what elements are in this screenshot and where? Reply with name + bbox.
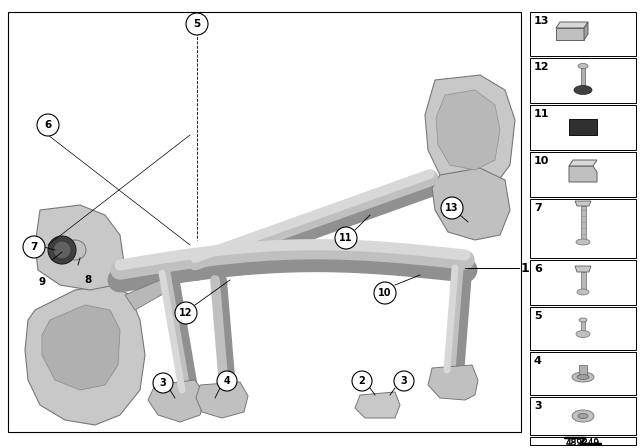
- Text: 2: 2: [358, 376, 365, 386]
- Text: 1: 1: [521, 262, 530, 275]
- Polygon shape: [355, 392, 400, 418]
- Bar: [530, 105, 636, 150]
- Text: 12: 12: [179, 308, 193, 318]
- Circle shape: [186, 13, 208, 35]
- Polygon shape: [556, 22, 588, 28]
- Polygon shape: [25, 285, 145, 425]
- Polygon shape: [148, 380, 205, 422]
- Bar: [8, 12, 521, 432]
- Polygon shape: [556, 28, 584, 40]
- Text: 7: 7: [534, 203, 541, 213]
- Polygon shape: [428, 365, 478, 400]
- Text: 9: 9: [38, 277, 45, 287]
- Polygon shape: [584, 22, 588, 40]
- Ellipse shape: [64, 240, 86, 260]
- Circle shape: [37, 114, 59, 136]
- Text: 4: 4: [534, 356, 542, 366]
- Text: 11: 11: [339, 233, 353, 243]
- Text: 13: 13: [445, 203, 459, 213]
- Ellipse shape: [579, 318, 587, 322]
- Polygon shape: [125, 280, 170, 310]
- Bar: [580, 206, 586, 242]
- Polygon shape: [436, 90, 500, 170]
- Ellipse shape: [572, 410, 594, 422]
- Bar: [530, 352, 636, 395]
- Bar: [530, 58, 636, 103]
- Bar: [530, 199, 636, 258]
- Bar: [581, 320, 585, 334]
- Text: 7: 7: [30, 242, 38, 252]
- Bar: [580, 272, 586, 292]
- Text: 13: 13: [534, 16, 549, 26]
- Text: 5: 5: [534, 311, 541, 321]
- Ellipse shape: [578, 414, 588, 418]
- Circle shape: [335, 227, 357, 249]
- Circle shape: [441, 197, 463, 219]
- Text: 489249: 489249: [566, 439, 600, 448]
- Text: 8: 8: [84, 275, 92, 285]
- Text: 3: 3: [534, 401, 541, 411]
- Ellipse shape: [576, 239, 590, 245]
- Bar: [530, 152, 636, 197]
- Circle shape: [352, 371, 372, 391]
- Text: 12: 12: [534, 62, 550, 72]
- Text: 4: 4: [223, 376, 230, 386]
- Polygon shape: [569, 166, 597, 182]
- Ellipse shape: [577, 289, 589, 295]
- Bar: [581, 66, 585, 88]
- Text: 10: 10: [534, 156, 549, 166]
- Text: 6: 6: [44, 120, 52, 130]
- Text: 3: 3: [159, 378, 166, 388]
- Text: 3: 3: [401, 376, 408, 386]
- Bar: [530, 12, 636, 56]
- Circle shape: [374, 282, 396, 304]
- Polygon shape: [196, 382, 248, 418]
- Text: 489249: 489249: [566, 438, 600, 447]
- Ellipse shape: [577, 375, 589, 379]
- Text: 6: 6: [534, 264, 542, 274]
- Ellipse shape: [53, 241, 71, 259]
- Circle shape: [394, 371, 414, 391]
- Ellipse shape: [572, 372, 594, 382]
- Bar: [530, 437, 636, 445]
- Bar: [579, 365, 587, 377]
- Ellipse shape: [574, 86, 592, 95]
- Bar: [530, 307, 636, 350]
- Text: 10: 10: [378, 288, 392, 298]
- Circle shape: [153, 373, 173, 393]
- Polygon shape: [569, 160, 597, 166]
- Bar: [569, 119, 597, 135]
- Polygon shape: [35, 205, 125, 290]
- Ellipse shape: [578, 64, 588, 69]
- Circle shape: [175, 302, 197, 324]
- Polygon shape: [575, 266, 591, 272]
- Ellipse shape: [576, 331, 590, 337]
- Polygon shape: [42, 305, 120, 390]
- Polygon shape: [425, 75, 515, 188]
- Circle shape: [217, 371, 237, 391]
- Text: 5: 5: [193, 19, 200, 29]
- Polygon shape: [575, 201, 591, 206]
- Circle shape: [23, 236, 45, 258]
- Polygon shape: [432, 168, 510, 240]
- Text: 11: 11: [534, 109, 550, 119]
- Ellipse shape: [48, 236, 76, 264]
- Bar: [530, 397, 636, 435]
- Bar: [530, 260, 636, 305]
